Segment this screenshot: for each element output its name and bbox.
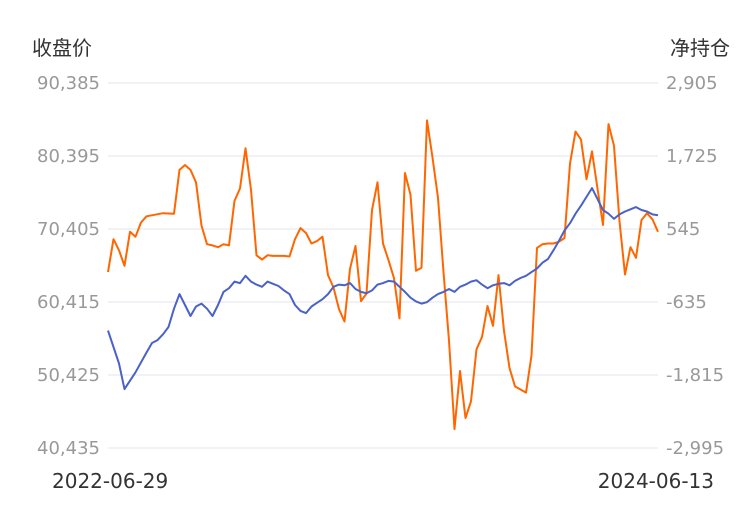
right-tick-label: 2,905 [666,73,718,94]
left-tick-label: 90,385 [37,73,100,94]
left-axis-title: 收盘价 [32,36,92,60]
x-start-label: 2022-06-29 [52,469,168,493]
closing-price-line [107,187,659,391]
left-axis-ticks: 90,385 80,395 70,405 60,415 50,425 40,43… [37,73,100,459]
left-tick-label: 70,405 [37,219,100,240]
left-tick-label: 80,395 [37,146,100,167]
grid-lines [108,82,658,449]
left-tick-label: 50,425 [37,365,100,386]
net-position-line [107,119,659,431]
left-tick-label: 40,435 [37,438,100,459]
right-axis-title: 净持仓 [670,36,730,60]
right-tick-label: 1,725 [666,146,718,167]
x-end-label: 2024-06-13 [598,469,714,493]
right-tick-label: 545 [666,219,700,240]
left-tick-label: 60,415 [37,292,100,313]
right-tick-label: -2,995 [666,438,724,459]
right-axis-ticks: 2,905 1,725 545 -635 -1,815 -2,995 [666,73,724,459]
right-tick-label: -635 [666,292,707,313]
right-tick-label: -1,815 [666,365,724,386]
